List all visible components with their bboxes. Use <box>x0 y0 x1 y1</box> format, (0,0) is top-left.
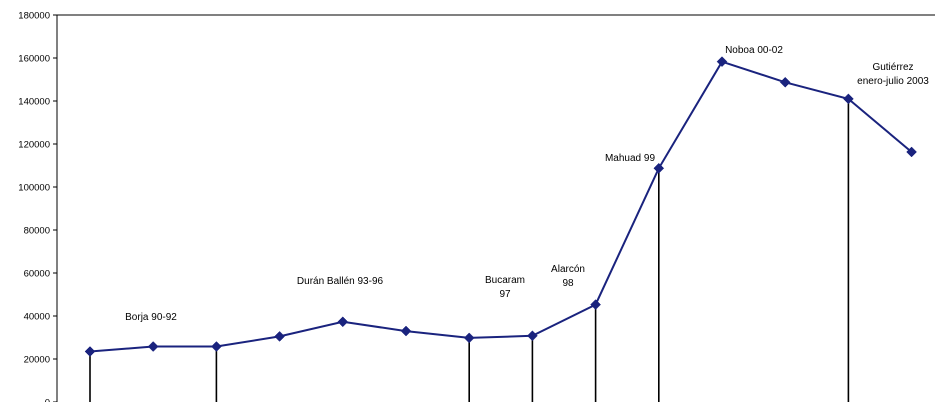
data-point <box>716 56 728 68</box>
y-axis-ticks: 0 20000 40000 60000 80000 100000 120000 140000 1… <box>18 11 57 402</box>
y-tick-label: 40000 <box>24 312 50 323</box>
data-point <box>147 341 159 352</box>
data-point <box>906 146 917 158</box>
period-label: Mahuad 99 <box>605 153 655 164</box>
data-point <box>843 93 854 105</box>
y-tick-label: 120000 <box>18 140 50 151</box>
y-tick-label: 180000 <box>18 11 50 22</box>
data-point <box>211 341 222 352</box>
data-point <box>463 332 475 344</box>
period-label: Noboa 00-02 <box>725 45 783 56</box>
data-point <box>274 331 285 342</box>
series-points <box>84 56 917 357</box>
data-point <box>590 299 601 310</box>
data-point <box>400 325 412 337</box>
data-point <box>653 162 665 174</box>
period-annotations: Borja 90-92 Durán Ballén 93-96 Bucaram 97 Al… <box>125 45 929 323</box>
y-tick-label: 160000 <box>18 54 50 65</box>
y-tick-label: 0 <box>45 398 50 402</box>
period-label: Borja 90-92 <box>125 312 177 323</box>
data-point <box>779 76 791 88</box>
data-point <box>84 346 96 357</box>
chart-axes <box>56 14 935 402</box>
period-dividers <box>89 98 850 402</box>
data-point <box>527 330 538 342</box>
y-tick-label: 20000 <box>24 355 50 366</box>
series-line <box>89 60 913 353</box>
data-point <box>337 316 349 328</box>
y-tick-label: 80000 <box>24 226 50 237</box>
y-tick-label: 100000 <box>18 183 50 194</box>
period-label: Durán Ballén 93-96 <box>297 276 384 287</box>
period-label: Gutiérrez enero-julio 2003 <box>857 62 929 87</box>
period-label: Alarcón 98 <box>551 264 585 289</box>
y-tick-label: 140000 <box>18 97 50 108</box>
series-line-group <box>89 60 913 353</box>
period-label: Bucaram 97 <box>485 275 525 300</box>
y-tick-label: 60000 <box>24 269 50 280</box>
